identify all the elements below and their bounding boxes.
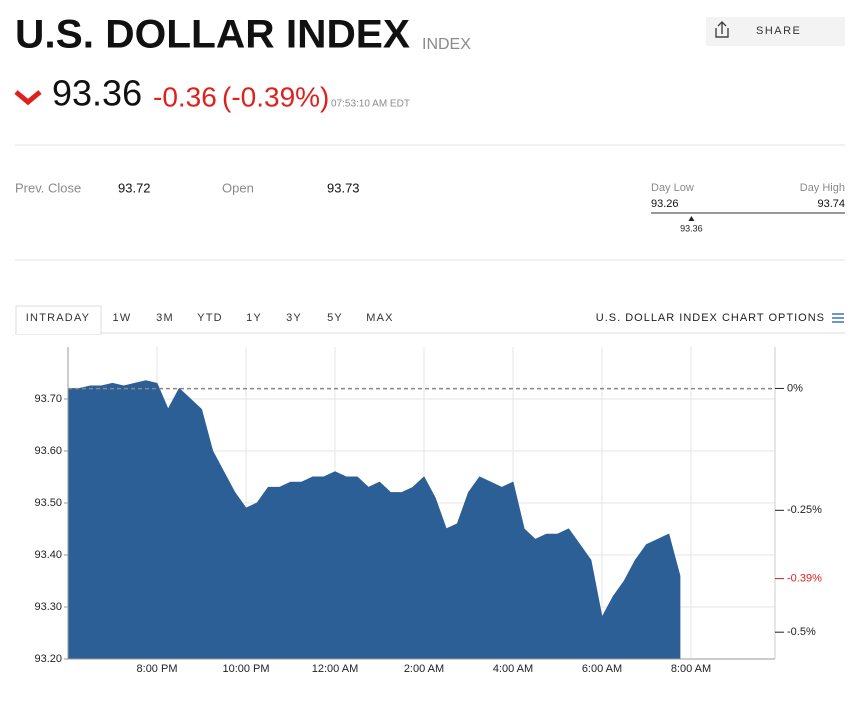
time: 07:53:10 AM EDT	[331, 99, 410, 110]
open-label: Open	[222, 180, 254, 195]
y-tick-label: 93.70	[34, 393, 62, 405]
range-pointer	[688, 216, 695, 221]
day-high-label: Day High	[800, 182, 845, 194]
tabs: INTRADAY 1W 3M YTD 1Y 3Y 5Y MAX	[26, 312, 393, 324]
tab[interactable]: 3M	[156, 312, 174, 324]
y-tick-label: 93.30	[34, 601, 62, 613]
tab[interactable]: 3Y	[286, 312, 302, 324]
tab[interactable]: INTRADAY	[26, 312, 90, 324]
down-arrow	[14, 90, 42, 106]
range-marker: 93.36	[680, 216, 703, 233]
range-current: 93.36	[680, 223, 703, 233]
active-tab[interactable]	[15, 305, 102, 335]
tab[interactable]: YTD	[197, 312, 223, 324]
change-percent: (-0.39%)	[222, 81, 329, 112]
title: U.S. DOLLAR INDEX	[15, 13, 410, 57]
y-tick-label: 93.50	[34, 497, 62, 509]
y2-tick-label: -0.39%	[787, 572, 822, 584]
share-icon[interactable]	[715, 21, 729, 38]
menu-icon[interactable]	[832, 313, 844, 323]
x-tick-label: 12:00 AM	[312, 663, 358, 675]
y2-tick-label: 0%	[787, 382, 803, 394]
price: 93.36	[52, 73, 142, 114]
y-tick-label: 93.20	[34, 653, 62, 665]
change: -0.36	[153, 81, 217, 112]
prev-close-label: Prev. Close	[15, 180, 81, 195]
tab[interactable]: 5Y	[327, 312, 343, 324]
tab[interactable]: 1Y	[246, 312, 262, 324]
prev-close: 93.72	[118, 180, 151, 195]
share-label[interactable]: SHARE	[756, 25, 801, 37]
x-tick-label: 10:00 PM	[222, 663, 269, 675]
chart-options[interactable]: U.S. DOLLAR INDEX CHART OPTIONS	[596, 312, 825, 324]
tab[interactable]: MAX	[366, 312, 393, 324]
area	[67, 380, 681, 660]
day-low-label: Day Low	[651, 182, 694, 194]
share-button[interactable]: SHARE	[706, 17, 845, 46]
y2-tick-label: -0.5%	[787, 626, 816, 638]
chart: 93.20 93.30 93.40 93.50 93.60 93.70 8:00 PM 10:…	[34, 347, 822, 675]
y-tick-label: 93.60	[34, 445, 62, 457]
share-bg[interactable]	[706, 17, 845, 46]
x-tick-label: 2:00 AM	[404, 663, 444, 675]
x-tick-label: 6:00 AM	[582, 663, 622, 675]
day-high: 93.74	[817, 198, 845, 210]
open: 93.73	[327, 180, 360, 195]
tag: INDEX	[422, 36, 471, 53]
day-low: 93.26	[651, 198, 679, 210]
tab[interactable]: 1W	[113, 312, 132, 324]
x-tick-label: 4:00 AM	[493, 663, 533, 675]
x-tick-label: 8:00 AM	[671, 663, 711, 675]
y-tick-label: 93.40	[34, 549, 62, 561]
x-tick-label: 8:00 PM	[137, 663, 178, 675]
y2-tick-label: -0.25%	[787, 504, 822, 516]
